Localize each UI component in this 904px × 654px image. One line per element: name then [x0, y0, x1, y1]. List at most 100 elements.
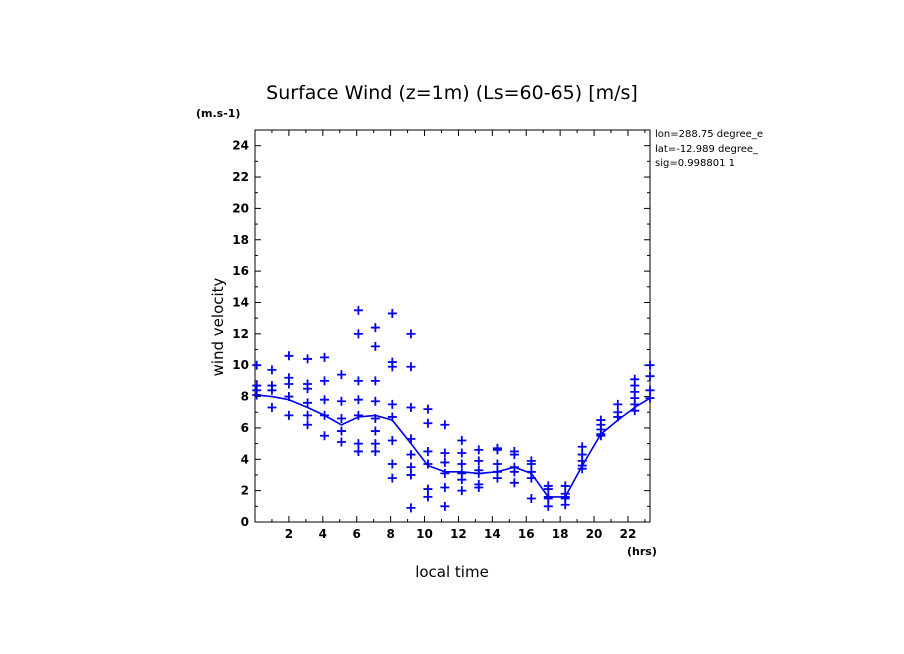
data-point: [370, 426, 380, 436]
data-point: [303, 384, 313, 394]
data-point: [596, 431, 606, 441]
data-point: [423, 446, 433, 456]
data-point: [267, 403, 277, 413]
data-point: [267, 385, 277, 395]
data-point: [353, 376, 363, 386]
data-point: [406, 470, 416, 480]
y-tick-label: 18: [232, 233, 249, 247]
x-tick-label: 2: [285, 527, 293, 541]
data-point: [526, 459, 536, 469]
data-point: [526, 493, 536, 503]
data-point: [336, 437, 346, 447]
data-point: [336, 396, 346, 406]
data-point: [457, 435, 467, 445]
data-point: [474, 456, 484, 466]
data-point: [457, 486, 467, 496]
y-tick-label: 20: [232, 201, 249, 215]
data-point: [457, 475, 467, 485]
data-point: [645, 385, 655, 395]
x-axis-label: local time: [415, 563, 489, 581]
y-tick-label: 0: [241, 515, 249, 529]
data-point: [440, 457, 450, 467]
data-point: [387, 459, 397, 469]
data-point: [303, 354, 313, 364]
chart-title: Surface Wind (z=1m) (Ls=60-65) [m/s]: [266, 82, 638, 104]
data-point: [645, 360, 655, 370]
y-unit-label: (m.s-1): [196, 107, 240, 120]
data-point: [336, 370, 346, 380]
data-point: [406, 329, 416, 339]
y-tick-label: 8: [241, 390, 249, 404]
y-tick-label: 2: [241, 484, 249, 498]
x-tick-label: 6: [353, 527, 361, 541]
data-point: [645, 371, 655, 381]
y-tick-label: 6: [241, 421, 249, 435]
data-point: [353, 439, 363, 449]
y-axis-label: wind velocity: [209, 277, 227, 376]
data-point: [303, 420, 313, 430]
x-tick-label: 10: [416, 527, 433, 541]
x-tick-label: 12: [450, 527, 467, 541]
data-point: [252, 360, 262, 370]
y-tick-label: 14: [232, 295, 249, 309]
data-point: [320, 352, 330, 362]
data-point: [406, 450, 416, 460]
x-tick-label: 14: [484, 527, 501, 541]
data-point: [320, 376, 330, 386]
data-point: [423, 418, 433, 428]
data-point: [370, 341, 380, 351]
x-tick-label: 16: [518, 527, 535, 541]
y-tick-label: 22: [232, 170, 249, 184]
data-point: [336, 426, 346, 436]
data-point: [423, 459, 433, 469]
x-tick-label: 20: [586, 527, 603, 541]
data-point: [492, 445, 502, 455]
data-point: [406, 462, 416, 472]
data-point: [577, 442, 587, 452]
data-point: [284, 379, 294, 389]
data-point: [543, 501, 553, 511]
data-point: [560, 500, 570, 510]
x-tick-label: 8: [386, 527, 394, 541]
data-point: [423, 484, 433, 494]
data-point: [440, 468, 450, 478]
data-point: [492, 473, 502, 483]
data-point: [387, 308, 397, 318]
annotation-lon: lon=288.75 degree_e: [655, 129, 763, 140]
data-point: [370, 396, 380, 406]
data-point: [423, 492, 433, 502]
x-unit-label: (hrs): [627, 545, 657, 558]
annotation-sig: sig=0.998801 1: [655, 158, 735, 169]
data-point: [370, 323, 380, 333]
data-point: [370, 446, 380, 456]
data-point: [353, 305, 363, 315]
data-point: [387, 435, 397, 445]
data-point: [353, 410, 363, 420]
y-tick-label: 10: [232, 358, 249, 372]
data-point: [509, 450, 519, 460]
data-point: [509, 478, 519, 488]
data-point: [320, 431, 330, 441]
data-point: [387, 399, 397, 409]
data-point: [457, 448, 467, 458]
data-point: [387, 362, 397, 372]
y-tick-label: 24: [232, 139, 249, 153]
data-point: [543, 493, 553, 503]
data-point: [560, 481, 570, 491]
data-point: [492, 459, 502, 469]
data-point: [267, 365, 277, 375]
data-point: [440, 501, 450, 511]
data-point: [406, 503, 416, 513]
data-point: [303, 410, 313, 420]
data-point: [457, 459, 467, 469]
y-tick-label: 16: [232, 264, 249, 278]
data-point: [303, 398, 313, 408]
data-point: [440, 483, 450, 493]
annotation-lat: lat=-12.989 degree_: [655, 144, 759, 155]
data-point: [440, 448, 450, 458]
data-point: [423, 404, 433, 414]
y-tick-label: 12: [232, 327, 249, 341]
data-point: [543, 484, 553, 494]
y-tick-label: 4: [241, 452, 249, 466]
